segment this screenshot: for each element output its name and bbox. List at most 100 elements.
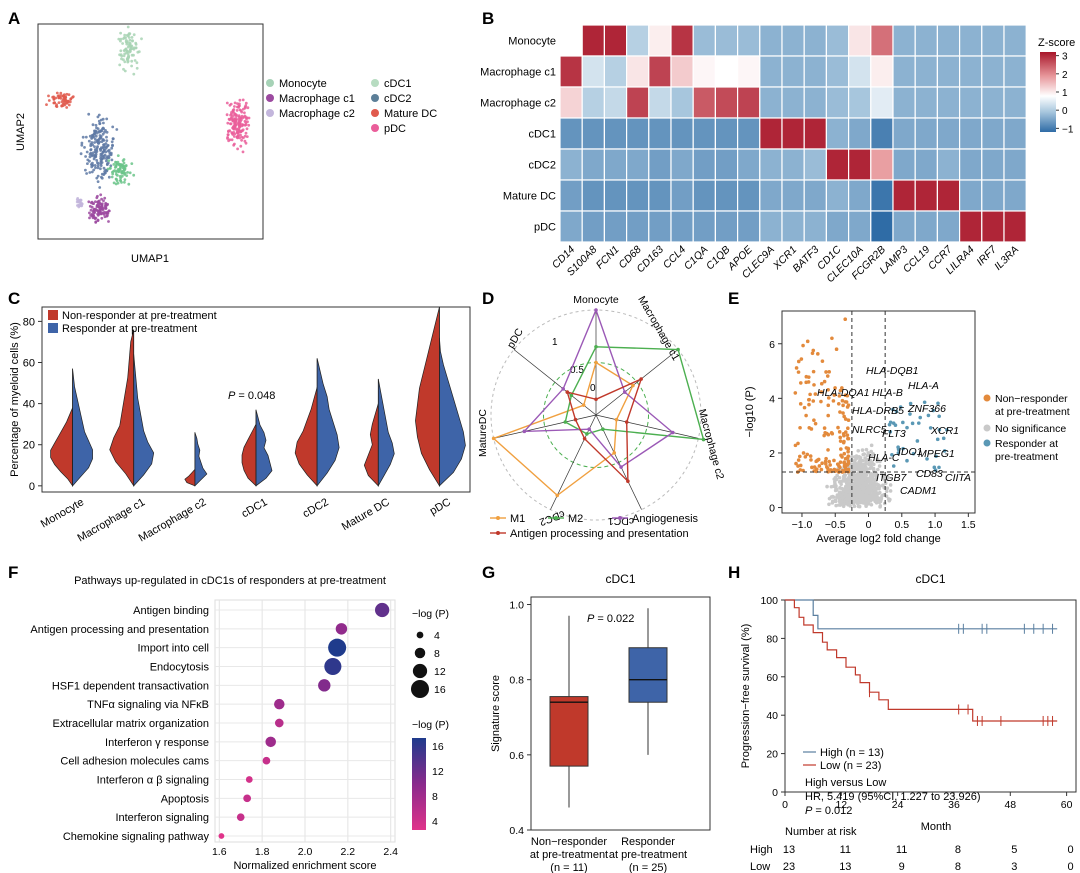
boxplot-group-label: at pre-treatment xyxy=(609,849,687,861)
dotplot-point xyxy=(245,776,253,783)
dotplot-panel: Pathways up-regulated in cDC1s of respon… xyxy=(30,575,449,872)
umap-point-c2 xyxy=(237,117,240,121)
dotplot-point xyxy=(265,736,276,748)
volcano-point-ns xyxy=(874,489,878,494)
volcano-point-ns xyxy=(833,485,838,490)
umap-point-c2 xyxy=(226,137,229,140)
dotplot-pathway-label: Antigen binding xyxy=(133,605,209,617)
umap-point-c5 xyxy=(88,216,91,220)
umap-point-c3 xyxy=(98,130,101,134)
boxplot-group-n: (n = 11) xyxy=(550,862,587,873)
radar-point xyxy=(670,430,675,435)
umap-point-c5 xyxy=(103,215,107,219)
volcano-point-responder xyxy=(911,451,916,456)
radar-legend-label: M2 xyxy=(568,513,583,525)
km-risk-title: Number at risk xyxy=(785,826,857,838)
heatmap-cell xyxy=(648,117,672,150)
boxplot-group-label: Responder xyxy=(621,836,675,848)
heatmap-cell xyxy=(914,24,939,57)
heatmap-cell xyxy=(914,179,939,212)
volcano-point-nonresponder xyxy=(842,451,847,456)
volcano-point-responder xyxy=(942,449,947,453)
volcano-point-ns xyxy=(861,468,866,473)
km-risk-count: 8 xyxy=(955,861,961,873)
volcano-point-nonresponder xyxy=(809,427,814,431)
volcano-point-ns xyxy=(848,475,852,480)
volcano-point-ns xyxy=(854,476,859,481)
umap-point-c3 xyxy=(91,143,94,147)
volcano-point-nonresponder xyxy=(845,433,850,437)
volcano-point-ns xyxy=(838,485,842,490)
heatmap-cell xyxy=(981,210,1005,243)
umap-point-c2 xyxy=(244,121,248,124)
umap-point-c4 xyxy=(119,179,122,183)
volcano-point-ns xyxy=(875,499,880,503)
umap-point-c4 xyxy=(125,174,129,178)
umap-point-c2 xyxy=(247,116,251,120)
volcano-point-nonresponder xyxy=(798,463,803,468)
radar-point xyxy=(614,417,619,422)
umap-point-c6 xyxy=(77,204,81,207)
umap-point-c5 xyxy=(97,199,101,203)
umap-point-c3 xyxy=(96,140,100,144)
umap-legend-label: cDC1 xyxy=(384,78,412,90)
volcano-point-ns xyxy=(860,465,864,470)
umap-point-c0 xyxy=(137,50,141,54)
dotplot-point xyxy=(318,679,331,692)
volcano-point-nonresponder xyxy=(825,431,829,436)
violin-left-half xyxy=(50,407,73,487)
umap-point-c3 xyxy=(92,157,96,161)
heatmap-cell xyxy=(981,148,1005,181)
volcano-xtick-label: −1.0 xyxy=(792,519,813,531)
umap-legend-swatch xyxy=(266,94,274,102)
volcano-point-responder xyxy=(893,423,898,428)
radar-point xyxy=(601,427,605,431)
umap-point-c0 xyxy=(140,37,143,41)
volcano-point-nonresponder xyxy=(796,359,801,364)
heatmap-cell xyxy=(581,24,606,57)
umap-point-c2 xyxy=(240,135,244,139)
violin-ytick-label: 20 xyxy=(23,440,35,452)
umap-legend-swatch xyxy=(266,109,274,117)
umap-point-c5 xyxy=(94,200,97,204)
heatmap-cell xyxy=(1003,117,1027,150)
umap-point-c2 xyxy=(227,139,231,143)
umap-point-c1 xyxy=(52,98,56,101)
volcano-point-ns xyxy=(837,497,842,502)
umap-point-c0 xyxy=(131,39,134,43)
volcano-point-nonresponder xyxy=(822,379,827,384)
radar-series-line xyxy=(522,308,674,468)
umap-point-c0 xyxy=(133,59,137,62)
umap-point-c4 xyxy=(130,162,134,166)
umap-point-c2 xyxy=(228,129,232,133)
umap-point-c2 xyxy=(234,124,238,127)
violin-frame xyxy=(41,306,471,493)
volcano-point-nonresponder xyxy=(794,366,799,370)
volcano-point-ns xyxy=(881,474,885,479)
umap-point-c0 xyxy=(119,37,123,41)
umap-point-c2 xyxy=(230,131,234,134)
heatmap-cell xyxy=(781,117,805,150)
panel-label-h: H xyxy=(728,563,740,582)
volcano-point-ns xyxy=(855,489,860,494)
heatmap-gene-label: IL3RA xyxy=(992,244,1021,273)
volcano-point-ns xyxy=(866,458,870,462)
heatmap-cell xyxy=(803,210,828,243)
volcano-point-ns xyxy=(884,489,889,494)
umap-point-c4 xyxy=(123,178,127,182)
radar-point xyxy=(626,479,630,484)
heatmap-cell xyxy=(892,86,916,119)
heatmap-cell xyxy=(692,117,717,150)
radar-series-line xyxy=(492,361,634,497)
volcano-point-ns xyxy=(857,454,861,459)
umap-point-c0 xyxy=(130,59,134,63)
volcano-point-responder xyxy=(896,445,900,450)
heatmap-cell xyxy=(936,24,961,57)
umap-point-c1 xyxy=(67,103,71,107)
umap-point-c0 xyxy=(123,60,127,64)
umap-point-c3 xyxy=(98,186,102,189)
umap-point-c0 xyxy=(119,31,122,35)
umap-point-c3 xyxy=(93,132,97,136)
umap-point-c3 xyxy=(88,155,92,159)
volcano-gene-label: HLA-C xyxy=(868,452,900,464)
